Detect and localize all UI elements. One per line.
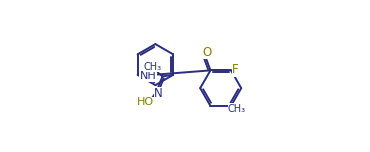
Text: N: N [154, 87, 163, 100]
Text: HO: HO [137, 97, 154, 107]
Text: O: O [202, 46, 211, 59]
Text: CH₃: CH₃ [228, 104, 246, 114]
Text: F: F [232, 63, 239, 76]
Text: CH₃: CH₃ [144, 62, 162, 71]
Text: NH: NH [140, 71, 157, 81]
